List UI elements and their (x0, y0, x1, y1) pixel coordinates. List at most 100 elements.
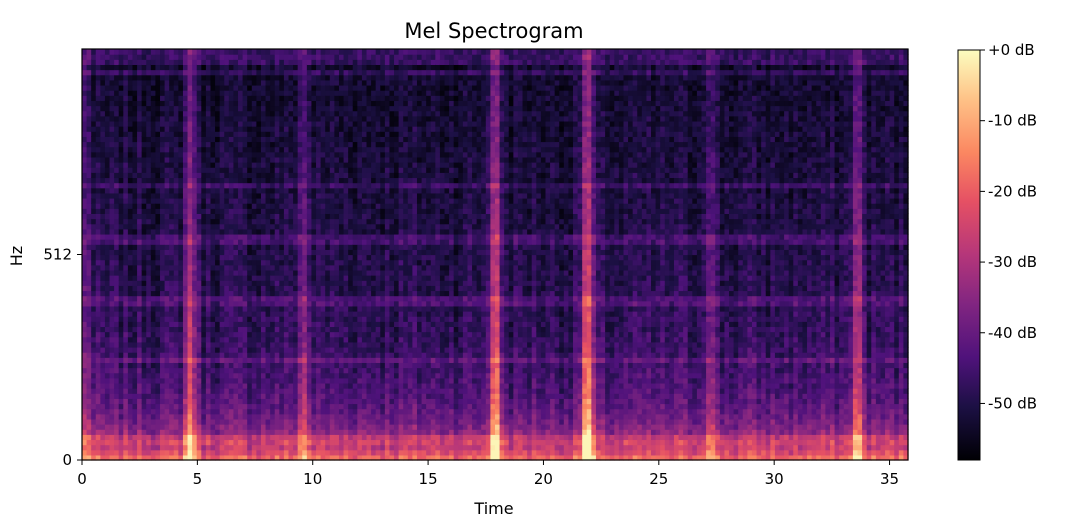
heatmap-cell (251, 213, 257, 220)
heatmap-cell (201, 254, 207, 261)
heatmap-cell (118, 264, 124, 271)
heatmap-cell (118, 454, 124, 461)
heatmap-cell (150, 90, 157, 96)
heatmap-cell (311, 90, 317, 96)
heatmap-cell (297, 444, 303, 451)
heatmap-cell (82, 444, 88, 451)
heatmap-cell (132, 187, 138, 194)
heatmap-cell (260, 403, 267, 410)
heatmap-cell (127, 162, 134, 168)
heatmap-cell (118, 403, 124, 410)
heatmap-cell (146, 454, 152, 461)
heatmap-cell (352, 311, 358, 317)
heatmap-cell (187, 429, 193, 435)
heatmap-cell (247, 156, 253, 163)
heatmap-cell (182, 326, 189, 333)
heatmap-cell (265, 311, 271, 317)
heatmap-cell (288, 254, 294, 261)
heatmap-cell (228, 403, 235, 410)
heatmap-cell (247, 59, 253, 66)
heatmap-cell (95, 346, 101, 353)
heatmap-cell (302, 352, 308, 358)
heatmap-cell (256, 100, 262, 107)
heatmap-cell (233, 444, 239, 451)
heatmap-cell (238, 398, 244, 405)
heatmap-cell (182, 362, 189, 369)
heatmap-cell (160, 192, 166, 199)
heatmap-cell (215, 429, 221, 435)
heatmap-cell (279, 444, 285, 451)
heatmap-cell (146, 74, 152, 81)
heatmap-cell (164, 74, 170, 81)
heatmap-cell (210, 259, 216, 266)
heatmap-cell (256, 187, 262, 194)
heatmap-cell (260, 167, 267, 173)
heatmap-cell (82, 59, 88, 66)
heatmap-cell (150, 192, 157, 199)
heatmap-cell (302, 326, 308, 333)
heatmap-cell (215, 295, 221, 302)
heatmap-cell (150, 424, 157, 430)
heatmap-cell (334, 69, 340, 76)
heatmap-cell (357, 136, 363, 143)
heatmap-cell (334, 156, 340, 163)
heatmap-cell (247, 280, 253, 286)
heatmap-cell (238, 126, 244, 132)
heatmap-cell (210, 362, 216, 369)
heatmap-cell (155, 305, 161, 312)
heatmap-cell (114, 300, 120, 307)
heatmap-cell (251, 79, 257, 86)
heatmap-cell (164, 146, 170, 153)
heatmap-cell (201, 285, 207, 292)
heatmap-cell (297, 213, 303, 220)
heatmap-cell (141, 311, 147, 317)
heatmap-cell (316, 439, 322, 446)
heatmap-cell (219, 151, 225, 158)
heatmap-cell (178, 346, 184, 353)
heatmap-cell (114, 434, 120, 441)
heatmap-cell (205, 177, 212, 184)
heatmap-cell (343, 413, 349, 420)
heatmap-cell (302, 223, 308, 230)
heatmap-cell (260, 290, 267, 297)
heatmap-cell (141, 269, 147, 276)
heatmap-cell (338, 290, 345, 297)
heatmap-cell (325, 444, 331, 451)
heatmap-cell (160, 316, 166, 322)
heatmap-cell (251, 90, 257, 96)
heatmap-cell (279, 223, 285, 230)
heatmap-cell (205, 439, 212, 446)
heatmap-cell (169, 64, 175, 71)
heatmap-cell (173, 239, 179, 245)
heatmap-cell (173, 341, 179, 348)
heatmap-cell (357, 228, 363, 235)
heatmap-cell (95, 187, 101, 194)
heatmap-cell (251, 357, 257, 363)
heatmap-cell (334, 136, 340, 143)
heatmap-cell (334, 408, 340, 415)
heatmap-cell (320, 280, 326, 286)
heatmap-cell (210, 69, 216, 76)
heatmap-cell (150, 357, 157, 363)
heatmap-cell (238, 316, 244, 322)
heatmap-cell (329, 100, 335, 107)
heatmap-cell (109, 156, 115, 163)
heatmap-cell (224, 213, 230, 220)
heatmap-cell (82, 90, 88, 96)
heatmap-cell (178, 223, 184, 230)
heatmap-cell (100, 105, 106, 112)
heatmap-cell (178, 233, 184, 240)
heatmap-cell (293, 388, 299, 394)
heatmap-cell (325, 408, 331, 415)
heatmap-cell (196, 321, 202, 328)
heatmap-cell (82, 213, 88, 220)
heatmap-cell (132, 218, 138, 225)
heatmap-cell (361, 162, 368, 168)
heatmap-cell (329, 336, 335, 343)
heatmap-cell (100, 372, 106, 379)
heatmap-cell (270, 269, 276, 276)
heatmap-cell (325, 341, 331, 348)
heatmap-cell (215, 182, 221, 189)
heatmap-cell (118, 341, 124, 348)
heatmap-cell (127, 403, 134, 410)
